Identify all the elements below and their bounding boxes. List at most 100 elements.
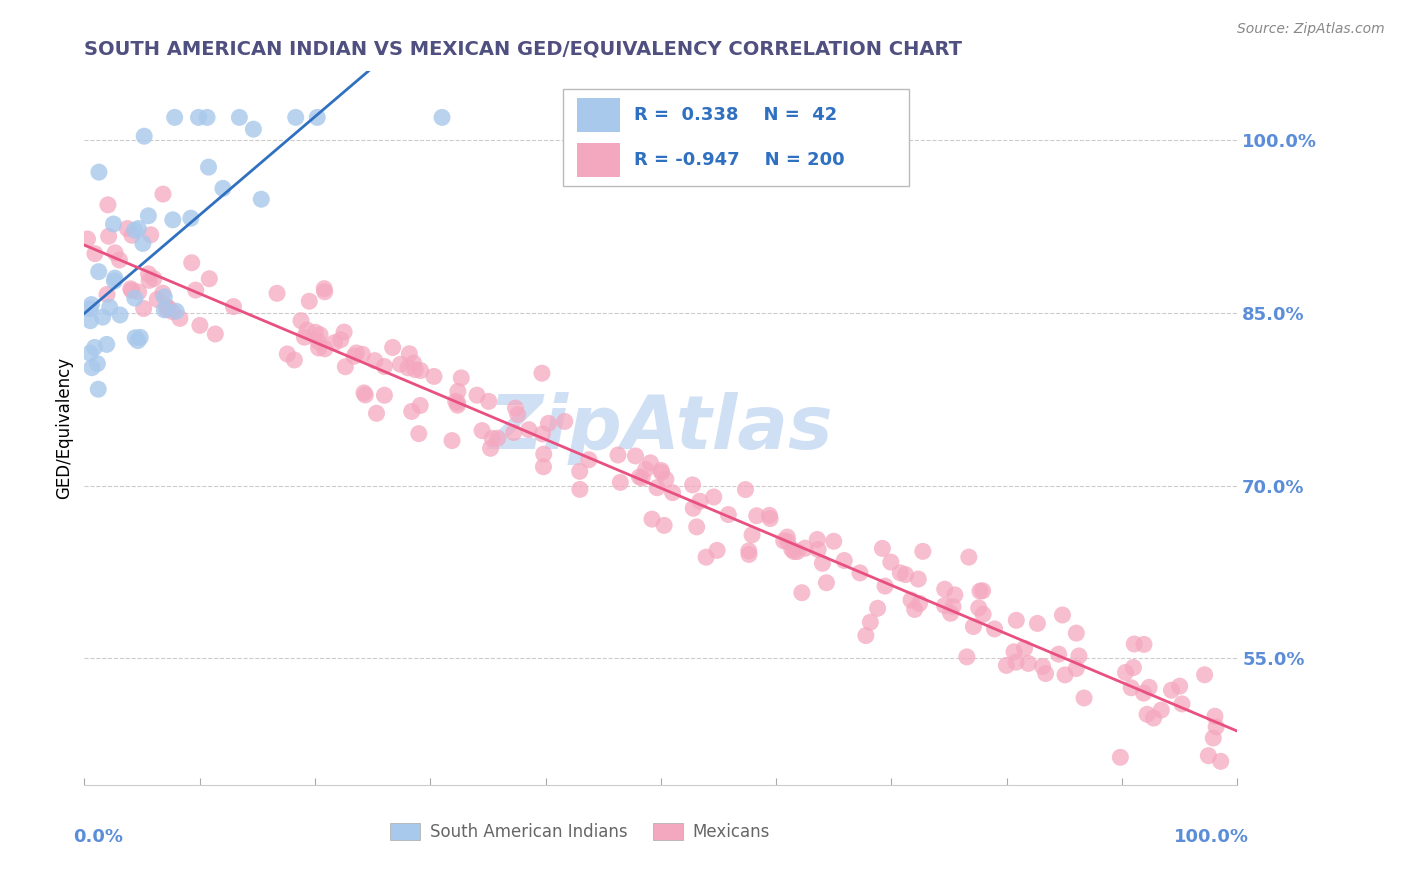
Point [661,485,683,500]
Point [780,542,803,557]
Point [188,318,211,333]
Point [1047,647,1070,661]
Point [97,198,120,212]
Y-axis label: GED/Equivalency: GED/Equivalency [55,357,73,500]
Point [409,399,432,413]
Point [308,341,330,355]
Point [631,471,654,485]
Text: R =  0.338    N =  42: R = 0.338 N = 42 [634,106,838,124]
Point [689,494,711,508]
Point [1136,707,1159,722]
Point [1121,681,1143,695]
Point [832,553,855,567]
Point [794,541,817,556]
Point [703,490,725,504]
Point [121,228,143,243]
Point [250,192,273,206]
Point [554,414,576,428]
Point [402,356,425,370]
Point [1168,679,1191,693]
Point [1053,668,1076,682]
Point [578,452,600,467]
Point [934,599,956,613]
Point [465,388,488,402]
Point [1032,659,1054,673]
Point [404,362,426,376]
Point [533,447,555,461]
Point [866,601,889,615]
Point [1202,731,1225,745]
Point [908,596,931,610]
Text: 0.0%: 0.0% [73,828,122,846]
Point [1066,626,1088,640]
Point [823,534,845,549]
Point [204,326,226,341]
Point [242,122,264,136]
Point [292,330,315,344]
Point [624,449,647,463]
Point [531,426,554,441]
Point [641,512,664,526]
Point [87,265,110,279]
Point [911,544,934,558]
Point [956,649,979,664]
Point [758,508,780,523]
Point [198,271,221,285]
Text: 100.0%: 100.0% [1174,828,1249,846]
Point [134,129,156,144]
Point [640,456,662,470]
Point [939,607,962,621]
Point [962,619,984,633]
Point [98,301,121,315]
Point [353,385,375,400]
Point [486,431,509,445]
FancyBboxPatch shape [576,98,620,132]
Point [96,287,118,301]
Point [120,282,142,296]
Point [104,271,127,285]
Point [855,628,877,642]
Point [807,542,830,557]
Point [138,267,160,281]
Point [139,227,162,242]
Point [440,434,463,448]
Point [276,347,298,361]
Point [212,181,235,195]
Point [1122,660,1144,674]
Point [152,187,174,202]
Point [344,346,367,360]
Point [266,286,288,301]
Point [184,283,207,297]
Point [1150,703,1173,717]
Point [1205,720,1227,734]
Point [91,310,114,325]
Point [398,347,420,361]
Point [86,357,108,371]
Point [1204,709,1226,723]
Point [972,583,994,598]
Point [228,111,250,125]
Point [471,424,494,438]
Point [127,221,149,235]
Point [609,475,631,490]
Point [894,567,917,582]
Point [195,111,218,125]
Point [373,388,395,402]
Point [904,602,927,616]
Point [686,520,709,534]
Point [537,417,560,431]
Point [1005,655,1028,669]
Point [307,334,329,349]
Point [607,448,630,462]
Point [146,293,169,307]
Point [329,333,352,347]
Point [738,548,761,562]
Point [335,359,357,374]
Point [741,528,763,542]
Point [628,470,651,484]
Point [124,223,146,237]
Point [849,566,872,580]
Point [983,622,1005,636]
Point [1073,691,1095,706]
Point [1067,648,1090,663]
